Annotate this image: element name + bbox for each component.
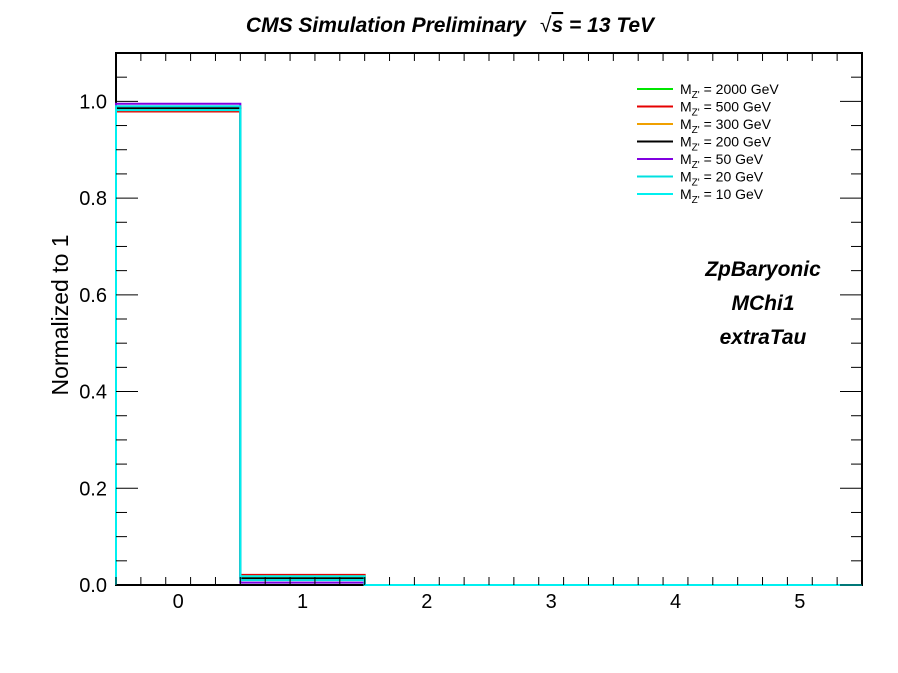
legend-entry: MZ' = 10 GeV	[680, 186, 764, 206]
legend-entry: MZ' = 200 GeV	[680, 134, 772, 154]
y-tick-label: 0.6	[79, 285, 107, 307]
axes-layer: 0 1 2 3 4 5 0.0 0.2 0.4 0.6 0.8 1.0	[79, 52, 863, 613]
series-layer	[115, 102, 862, 586]
y-axis-label: Normalized to 1	[47, 234, 73, 395]
title-sqrt: √	[540, 14, 552, 37]
chart-title: CMS Simulation Preliminary √s = 13 TeV	[246, 14, 656, 37]
y-tick-label: 0.2	[79, 478, 107, 500]
legend-entry: MZ' = 300 GeV	[680, 116, 772, 136]
y-tick-label: 1.0	[79, 91, 107, 113]
legend-entry: MZ' = 2000 GeV	[680, 81, 779, 101]
x-tick-label: 5	[794, 591, 805, 613]
annotation-text: extraTau	[720, 326, 807, 349]
x-tick-label: 0	[173, 591, 184, 613]
annotation-text: MChi1	[732, 292, 795, 315]
x-tick-label: 4	[670, 591, 681, 613]
y-tick-label: 0.0	[79, 575, 107, 597]
y-tick-label: 0.4	[79, 382, 107, 404]
legend-entry: MZ' = 500 GeV	[680, 99, 772, 119]
annotation-text: ZpBaryonic	[704, 258, 821, 281]
title-suffix: = 13 TeV	[563, 14, 656, 37]
x-tick-label: 2	[421, 591, 432, 613]
legend-entry: MZ' = 50 GeV	[680, 151, 764, 171]
title-prefix: CMS Simulation Preliminary	[246, 14, 527, 37]
x-tick-label: 1	[297, 591, 308, 613]
annotations: ZpBaryonic MChi1 extraTau	[704, 258, 821, 349]
x-tick-label: 3	[546, 591, 557, 613]
legend-entry: MZ' = 20 GeV	[680, 169, 764, 189]
title-s: s	[552, 14, 564, 37]
y-tick-label: 0.8	[79, 188, 107, 210]
